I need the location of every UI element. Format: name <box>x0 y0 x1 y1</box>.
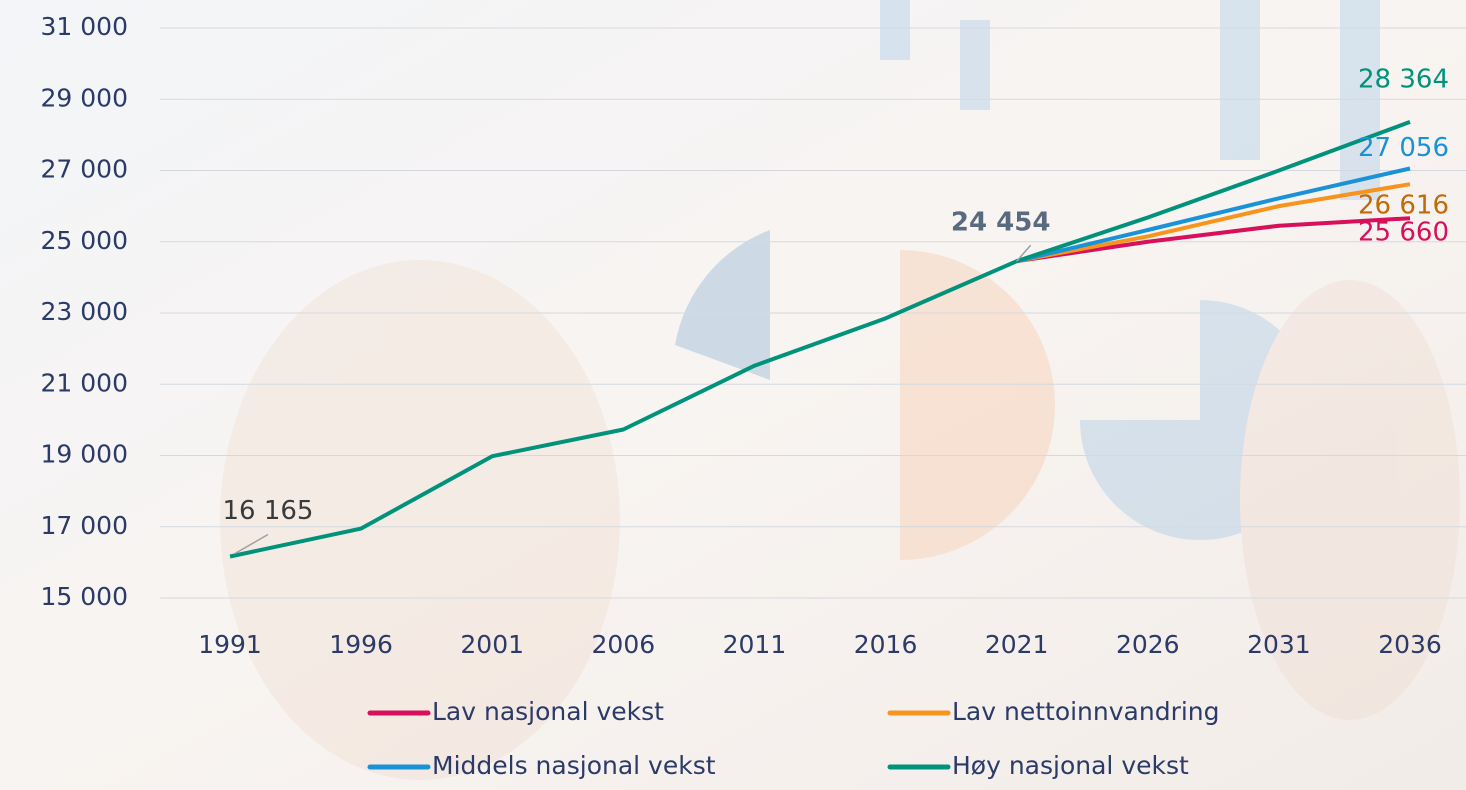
y-tick-label: 15 000 <box>41 582 128 611</box>
x-tick-label: 2036 <box>1378 630 1442 659</box>
x-tick-label: 1991 <box>198 630 262 659</box>
y-tick-label: 19 000 <box>41 440 128 469</box>
y-tick-label: 31 000 <box>41 12 128 41</box>
y-tick-label: 25 000 <box>41 226 128 255</box>
x-tick-label: 2016 <box>854 630 918 659</box>
plot-area: 15 000 17 000 19 000 21 000 23 000 25 000 27 0… <box>41 12 1466 780</box>
data-label: 27 056 <box>1358 133 1449 163</box>
series-line <box>1016 216 1411 264</box>
legend-label: Lav nettoinnvandring <box>952 697 1220 726</box>
x-tick-label: 2021 <box>985 630 1049 659</box>
x-tick-label: 1996 <box>329 630 393 659</box>
leader-line <box>1016 244 1032 262</box>
legend-label: Middels nasjonal vekst <box>432 751 716 780</box>
legend-label: Lav nasjonal vekst <box>432 697 664 726</box>
background-photo <box>220 0 1460 780</box>
x-tick-label: 2011 <box>723 630 787 659</box>
y-tick-label: 23 000 <box>41 297 128 326</box>
series-line <box>1016 182 1411 264</box>
series-line <box>1016 166 1411 264</box>
x-tick-label: 2026 <box>1116 630 1180 659</box>
y-tick-label: 17 000 <box>41 511 128 540</box>
leader-line <box>234 533 269 555</box>
data-label: 28 364 <box>1358 64 1449 94</box>
data-label: 16 165 <box>223 496 314 526</box>
x-tick-label: 2006 <box>592 630 656 659</box>
x-tick-label: 2031 <box>1247 630 1311 659</box>
data-label: 25 660 <box>1358 218 1449 248</box>
x-tick-label: 2001 <box>460 630 524 659</box>
y-tick-label: 27 000 <box>41 155 128 184</box>
y-tick-label: 29 000 <box>41 83 128 112</box>
y-tick-label: 21 000 <box>41 368 128 397</box>
data-label: 24 454 <box>951 208 1051 238</box>
legend-label: Høy nasjonal vekst <box>952 751 1189 780</box>
data-label: 26 616 <box>1358 191 1449 221</box>
series-line <box>229 120 1411 559</box>
